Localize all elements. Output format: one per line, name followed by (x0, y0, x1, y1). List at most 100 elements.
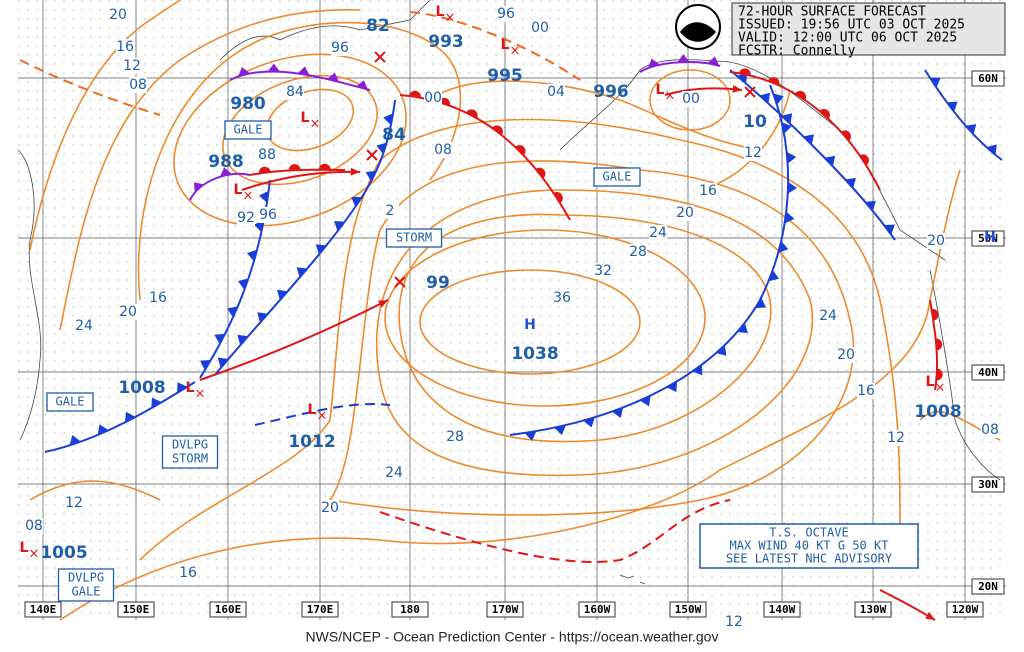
warning-text: GALE (72, 585, 101, 599)
isobar-label: 16 (179, 565, 197, 581)
warm-symbol (931, 308, 939, 321)
lat-label-box (971, 578, 1005, 595)
warning-box (593, 167, 641, 187)
isobar-label: 12 (65, 495, 83, 511)
cold-symbol (865, 200, 876, 212)
warm-front (399, 94, 571, 221)
occluded-symbol (677, 54, 690, 63)
cold-symbol (803, 134, 814, 145)
center-pressure: 995 (487, 66, 523, 86)
cold-symbol (277, 289, 288, 301)
isobar-label-bg (179, 565, 197, 581)
isobar-label-bg (129, 77, 147, 93)
cold-symbol (554, 425, 566, 436)
isobar-label-bg (75, 318, 93, 334)
lat-label: 30N (978, 478, 998, 491)
isobar-label: 08 (981, 422, 999, 438)
isobar-label-bg (424, 90, 442, 106)
isobar-label-bg (119, 304, 137, 320)
isobar-label: 24 (75, 318, 93, 334)
header-text: 72-HOUR SURFACE FORECAST (738, 5, 926, 20)
warning-text: GALE (234, 123, 263, 137)
cold-symbol (755, 297, 767, 309)
warm-symbol (738, 68, 751, 76)
warning-text: DVLPG (68, 571, 104, 585)
lat-label-box (971, 364, 1005, 381)
center-x: × (243, 189, 254, 204)
graticule (18, 0, 1006, 620)
lon-label-box (854, 601, 892, 618)
cold-symbol (666, 381, 678, 393)
isobar-label-bg (116, 39, 134, 55)
warm-symbol (288, 164, 301, 171)
isobar-label-bg (857, 383, 875, 399)
isobar-label: 88 (258, 147, 276, 163)
lat-label: 50N (978, 232, 998, 245)
isobar-label-bg (385, 465, 403, 481)
track-arrow (199, 299, 389, 381)
center-symbol: L (301, 110, 310, 126)
lon-label: 140W (769, 603, 796, 616)
cold-symbol (315, 244, 327, 255)
lat-label-box (971, 70, 1005, 87)
cold-symbol (736, 72, 748, 84)
isobar-label: 20 (119, 304, 137, 320)
center-x: × (665, 89, 676, 104)
warm-symbol (258, 166, 271, 174)
isobar-label-bg (434, 142, 452, 158)
isobar-label-bg (819, 308, 837, 324)
isobar-label-bg (259, 207, 277, 223)
cold-symbol (97, 424, 109, 436)
cold-symbol (334, 220, 345, 232)
center-x: × (195, 387, 206, 402)
isobar-label: 20 (837, 347, 855, 363)
forecast-x (374, 51, 386, 63)
center-symbol: H (984, 230, 996, 246)
isobar-label: 84 (286, 84, 304, 100)
isobar-label-bg (258, 147, 276, 163)
lon-label-box (117, 601, 155, 618)
header-text: ISSUED: 19:56 UTC 03 OCT 2025 (738, 18, 965, 33)
center-pressure: 1012 (288, 432, 335, 452)
isobar-label: 00 (531, 20, 549, 36)
center-symbol: L (186, 380, 195, 396)
cold-symbol (946, 101, 958, 112)
center-symbol: L (20, 540, 29, 556)
lon-label: 170W (492, 603, 519, 616)
center-pressure: 1008 (914, 402, 961, 422)
warning-box (57, 568, 115, 602)
warm-symbol (466, 109, 478, 119)
forecast-x (744, 86, 756, 98)
occluded-symbol (297, 66, 310, 76)
warm-symbol (795, 90, 807, 101)
cold-symbol (383, 113, 394, 126)
isobar-label: 12 (123, 58, 141, 74)
isobar-label: 16 (149, 290, 167, 306)
isobar-label: 20 (321, 500, 339, 516)
isobar-label-bg (676, 205, 694, 221)
cold-symbol (768, 269, 780, 282)
warning-text: STORM (396, 231, 432, 245)
lon-label-box (763, 601, 801, 618)
footer: NWS/NCEP - Ocean Prediction Center - htt… (306, 629, 719, 645)
isobar-label: 16 (116, 39, 134, 55)
lon-label: 150W (675, 603, 702, 616)
labels: 140E 150E 160E 170E 180 170W 160W 150W 140W 130W 1… (20, 4, 999, 630)
isobar-label-bg (286, 84, 304, 100)
isobar-label: 20 (927, 233, 945, 249)
lon-label-box (946, 601, 984, 618)
center-symbol: L (926, 374, 935, 390)
advisory-box (699, 523, 919, 569)
isobar-label: 2 (386, 203, 395, 219)
isobar-label-bg (699, 183, 717, 199)
cold-symbol (237, 334, 249, 346)
cold-symbol (524, 431, 537, 441)
warm-symbol (767, 77, 780, 86)
lon-label: 130W (860, 603, 887, 616)
header-text: VALID: 12:00 UTC 06 OCT 2025 (738, 31, 957, 46)
isobar-label: 12 (744, 145, 762, 161)
center-symbol: L (308, 402, 317, 418)
isobar-label: 96 (331, 40, 349, 56)
isobar-label-bg (547, 84, 565, 100)
advisory-text: MAX WIND 40 KT G 50 KT (730, 539, 889, 553)
